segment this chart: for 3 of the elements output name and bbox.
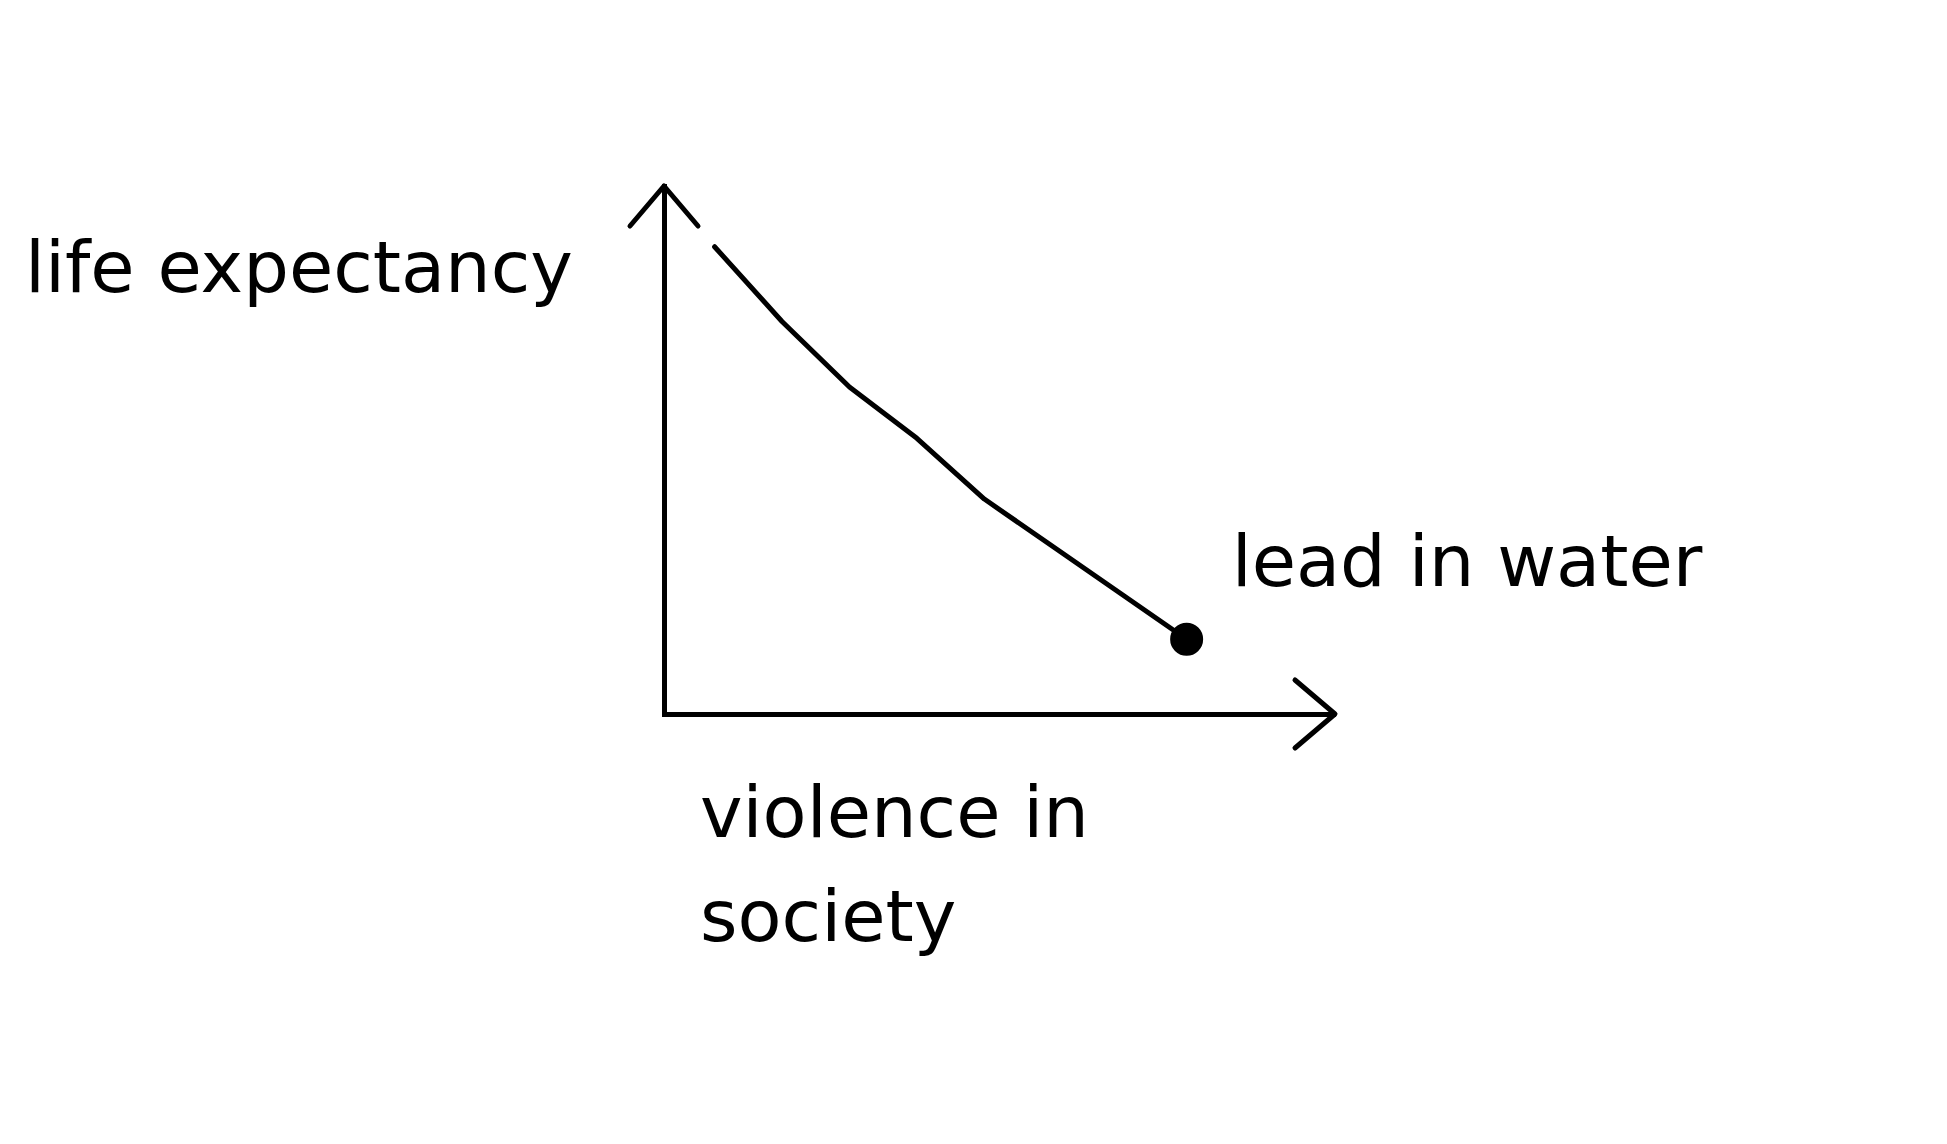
- x-axis-title: violence in society: [700, 769, 1090, 961]
- text: lead in water: [1231, 518, 1703, 606]
- y-axis-title: life expectancy: [25, 224, 574, 311]
